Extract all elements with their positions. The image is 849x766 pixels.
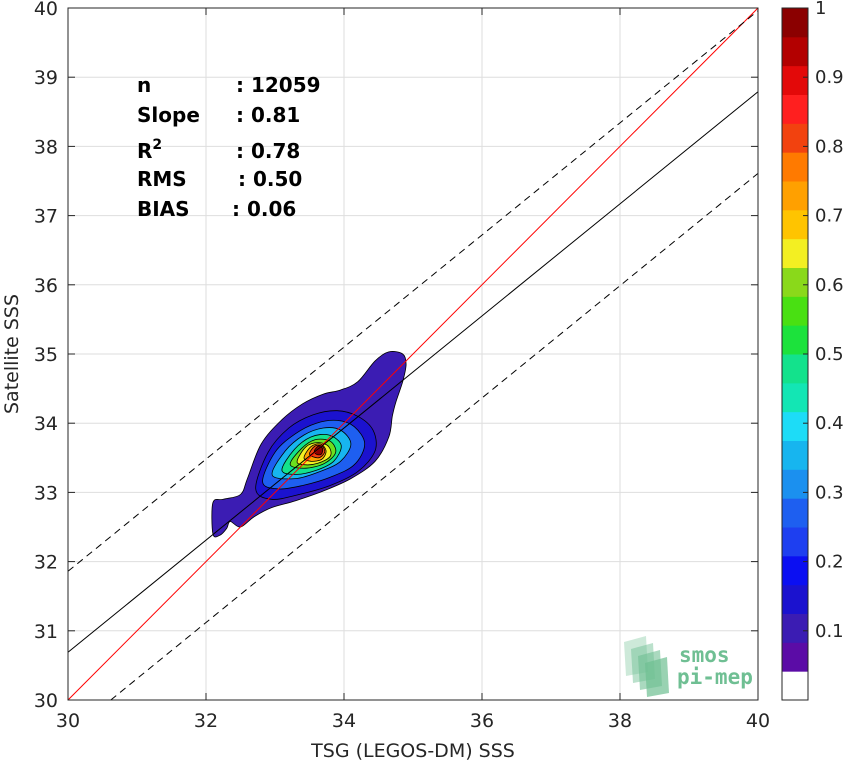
stat-label: n xyxy=(137,73,151,97)
x-axis-label: TSG (LEGOS-DM) SSS xyxy=(310,740,515,762)
density-contours xyxy=(211,351,407,538)
colorbar-segment xyxy=(782,354,808,384)
colorbar-segment xyxy=(782,469,808,499)
stat-value: : 12059 xyxy=(236,73,321,97)
colorbar-segment xyxy=(782,411,808,441)
y-tick-label: 31 xyxy=(34,621,58,643)
stat-label: R2 xyxy=(137,137,162,163)
colorbar-segment xyxy=(782,123,808,153)
x-tick-label: 36 xyxy=(470,710,494,732)
logo-text-smos: smos xyxy=(679,643,730,667)
colorbar-segment xyxy=(782,94,808,124)
colorbar-tick-label: 0.9 xyxy=(815,67,844,88)
lower-bound-line xyxy=(110,173,759,701)
colorbar-segment xyxy=(782,325,808,355)
y-tick-label: 36 xyxy=(34,275,58,297)
x-ticks: 30 32 34 36 38 40 xyxy=(56,8,770,732)
contour-level xyxy=(313,445,324,456)
colorbar-tick-label: 0.4 xyxy=(815,413,844,434)
colorbar-segment xyxy=(782,181,808,211)
y-tick-label: 37 xyxy=(34,206,58,228)
colorbar-tick-label: 0.5 xyxy=(815,344,844,365)
logo-icon-layer xyxy=(645,657,669,697)
stat-value: : 0.50 xyxy=(238,167,302,191)
logo-text-pimep: pi-mep xyxy=(677,665,753,689)
stat-value: : 0.81 xyxy=(236,103,300,127)
stat-value: : 0.78 xyxy=(236,139,300,163)
stat-label: Slope xyxy=(137,103,200,127)
stats-box: n : 12059 Slope : 0.81 R2 : 0.78 RMS : 0.50 BIAS… xyxy=(137,73,321,221)
colorbar-segment xyxy=(782,642,808,672)
y-tick-label: 30 xyxy=(34,690,58,712)
colorbar-tick-label: 1 xyxy=(815,0,826,19)
regression-line xyxy=(67,91,759,653)
colorbar-segment xyxy=(782,671,808,701)
colorbar-segment xyxy=(782,382,808,413)
y-tick-label: 38 xyxy=(34,136,58,158)
stat-label: RMS xyxy=(137,167,187,191)
colorbar-tick-label: 0.2 xyxy=(815,552,844,573)
colorbar-segment xyxy=(782,498,808,528)
y-tick-label: 40 xyxy=(34,0,58,20)
x-tick-label: 34 xyxy=(332,710,356,732)
x-tick-label: 38 xyxy=(608,710,632,732)
smos-pimep-logo: smos pi-mep xyxy=(624,636,753,697)
colorbar-segment xyxy=(782,267,808,297)
colorbar: 1 0.9 0.8 0.7 0.6 0.5 0.4 0.3 0.2 0.1 xyxy=(781,0,844,701)
one-to-one-line xyxy=(67,7,759,701)
upper-bound-line xyxy=(67,10,759,572)
colorbar-segment xyxy=(782,440,808,470)
y-tick-label: 32 xyxy=(34,552,58,574)
colorbar-tick-label: 0.8 xyxy=(815,136,844,157)
y-ticks: 30 31 32 33 34 35 36 37 38 39 40 xyxy=(34,0,758,712)
colorbar-tick-label: 0.7 xyxy=(815,206,844,227)
x-tick-label: 32 xyxy=(194,710,218,732)
colorbar-segment xyxy=(782,296,808,326)
colorbar-segment xyxy=(782,209,808,240)
colorbar-tick-label: 0.6 xyxy=(815,275,844,296)
colorbar-segment xyxy=(782,65,808,95)
colorbar-segment xyxy=(782,584,808,614)
x-tick-label: 30 xyxy=(56,710,80,732)
stat-value: : 0.06 xyxy=(232,197,296,221)
x-tick-label: 40 xyxy=(746,710,770,732)
colorbar-segment xyxy=(782,555,808,586)
colorbar-tick-label: 0.3 xyxy=(815,482,844,503)
colorbar-tick-label: 0.1 xyxy=(815,621,844,642)
fit-lines xyxy=(67,7,759,701)
y-axis-label: Satellite SSS xyxy=(1,294,23,414)
colorbar-segment xyxy=(782,613,808,643)
colorbar-segment xyxy=(782,8,808,38)
colorbar-segment xyxy=(782,152,808,182)
y-tick-label: 33 xyxy=(34,482,58,504)
colorbar-segment xyxy=(782,527,808,557)
colorbar-segment xyxy=(782,238,808,268)
colorbar-segment xyxy=(782,36,808,67)
y-tick-label: 35 xyxy=(34,344,58,366)
logo-icon xyxy=(624,636,669,697)
y-tick-label: 34 xyxy=(34,413,58,435)
y-tick-label: 39 xyxy=(34,67,58,89)
stat-label: BIAS xyxy=(137,197,190,221)
